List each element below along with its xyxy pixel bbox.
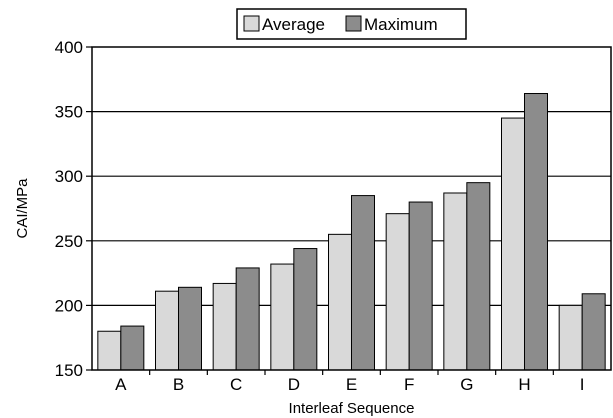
y-tick-label: 350 xyxy=(55,103,83,122)
y-tick-label: 400 xyxy=(55,38,83,57)
plot-frame xyxy=(91,46,612,371)
x-tick-label: H xyxy=(518,375,530,394)
x-tick-label: G xyxy=(460,375,473,394)
y-tick-label: 300 xyxy=(55,167,83,186)
x-tick-label: F xyxy=(404,375,414,394)
bar-average-b xyxy=(155,290,179,371)
y-axis-label: CAI/MPa xyxy=(14,178,31,239)
y-tick-label: 250 xyxy=(55,232,83,251)
x-tick-label: A xyxy=(115,375,127,394)
bar-average-f xyxy=(385,213,410,371)
bar-average-g xyxy=(443,192,468,371)
bar-maximum-h xyxy=(524,93,548,371)
y-axis-ticks: 150 200 250 300 350 400 xyxy=(55,38,92,380)
bar-average-i xyxy=(558,304,583,371)
y-tick-label: 200 xyxy=(55,296,83,315)
bar-average-c xyxy=(212,282,237,371)
x-tick-label: I xyxy=(580,375,585,394)
legend-swatch-maximum xyxy=(345,15,362,32)
x-tick-label: D xyxy=(288,375,300,394)
bar-average-a xyxy=(97,330,122,371)
bars xyxy=(97,93,606,371)
bar-average-e xyxy=(328,233,352,371)
bar-maximum-d xyxy=(293,248,318,371)
legend-label-average: Average xyxy=(262,15,325,34)
x-axis-label: Interleaf Sequence xyxy=(289,400,415,417)
x-tick-label: E xyxy=(346,375,357,394)
bar-maximum-f xyxy=(408,201,433,371)
bar-maximum-b xyxy=(178,286,202,371)
legend-swatch-average xyxy=(243,15,260,32)
x-tick-label: B xyxy=(173,375,184,394)
bar-maximum-i xyxy=(581,293,606,371)
y-tick-label: 150 xyxy=(55,361,83,380)
bar-average-h xyxy=(501,117,525,371)
bar-maximum-a xyxy=(120,325,145,371)
x-axis-ticks: A B C D E F G H I xyxy=(115,370,585,394)
legend-label-maximum: Maximum xyxy=(364,15,438,34)
legend: Average Maximum xyxy=(236,8,467,40)
bar-maximum-c xyxy=(235,267,260,371)
bar-maximum-g xyxy=(466,182,491,371)
x-tick-label: C xyxy=(230,375,242,394)
bar-maximum-e xyxy=(351,195,375,371)
bar-average-d xyxy=(270,263,295,371)
